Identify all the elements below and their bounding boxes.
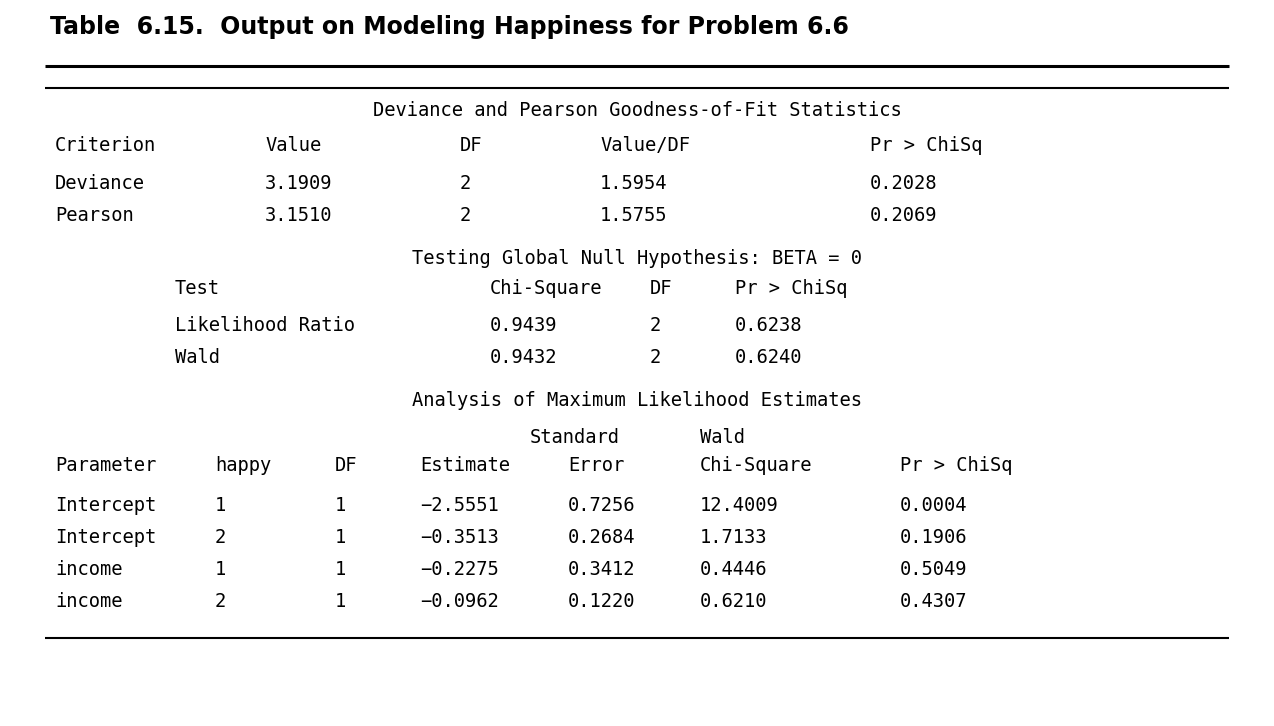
Text: Deviance and Pearson Goodness-of-Fit Statistics: Deviance and Pearson Goodness-of-Fit Sta… bbox=[372, 101, 902, 120]
Text: 2: 2 bbox=[460, 174, 471, 193]
Text: Chi-Square: Chi-Square bbox=[699, 456, 813, 475]
Text: 1: 1 bbox=[215, 496, 227, 515]
Text: 1: 1 bbox=[335, 528, 347, 547]
Text: 2: 2 bbox=[650, 316, 661, 335]
Text: 3.1909: 3.1909 bbox=[265, 174, 333, 193]
Text: Pearson: Pearson bbox=[55, 206, 134, 225]
Text: 1: 1 bbox=[335, 560, 347, 579]
Text: Pr > ChiSq: Pr > ChiSq bbox=[870, 136, 982, 155]
Text: 0.2684: 0.2684 bbox=[568, 528, 636, 547]
Text: Intercept: Intercept bbox=[55, 496, 157, 515]
Text: Chi-Square: Chi-Square bbox=[490, 279, 603, 298]
Text: 0.3412: 0.3412 bbox=[568, 560, 636, 579]
Text: 0.6240: 0.6240 bbox=[735, 348, 803, 367]
Text: 0.1220: 0.1220 bbox=[568, 592, 636, 611]
Text: 1.5954: 1.5954 bbox=[600, 174, 668, 193]
Text: Table  6.15.  Output on Modeling Happiness for Problem 6.6: Table 6.15. Output on Modeling Happiness… bbox=[50, 15, 848, 39]
Text: Wald: Wald bbox=[699, 428, 745, 447]
Text: happy: happy bbox=[215, 456, 271, 475]
Text: DF: DF bbox=[335, 456, 358, 475]
Text: Test: Test bbox=[175, 279, 220, 298]
Text: −2.5551: −2.5551 bbox=[420, 496, 498, 515]
Text: income: income bbox=[55, 560, 122, 579]
Text: −0.0962: −0.0962 bbox=[420, 592, 498, 611]
Text: Pr > ChiSq: Pr > ChiSq bbox=[735, 279, 847, 298]
Text: 0.4307: 0.4307 bbox=[899, 592, 967, 611]
Text: Criterion: Criterion bbox=[55, 136, 157, 155]
Text: 0.2028: 0.2028 bbox=[870, 174, 938, 193]
Text: 3.1510: 3.1510 bbox=[265, 206, 333, 225]
Text: 0.4446: 0.4446 bbox=[699, 560, 767, 579]
Text: Estimate: Estimate bbox=[420, 456, 510, 475]
Text: DF: DF bbox=[460, 136, 483, 155]
Text: income: income bbox=[55, 592, 122, 611]
Text: −0.3513: −0.3513 bbox=[420, 528, 498, 547]
Text: −0.2275: −0.2275 bbox=[420, 560, 498, 579]
Text: 0.9432: 0.9432 bbox=[490, 348, 558, 367]
Text: Standard: Standard bbox=[530, 428, 620, 447]
Text: 2: 2 bbox=[650, 348, 661, 367]
Text: 2: 2 bbox=[460, 206, 471, 225]
Text: 1: 1 bbox=[335, 592, 347, 611]
Text: 1.5755: 1.5755 bbox=[600, 206, 668, 225]
Text: Error: Error bbox=[568, 456, 624, 475]
Text: Value/DF: Value/DF bbox=[600, 136, 691, 155]
Text: DF: DF bbox=[650, 279, 673, 298]
Text: 0.6238: 0.6238 bbox=[735, 316, 803, 335]
Text: Value: Value bbox=[265, 136, 321, 155]
Text: Testing Global Null Hypothesis: BETA = 0: Testing Global Null Hypothesis: BETA = 0 bbox=[412, 249, 862, 268]
Text: 1: 1 bbox=[215, 560, 227, 579]
Text: Parameter: Parameter bbox=[55, 456, 157, 475]
Text: 2: 2 bbox=[215, 592, 227, 611]
Text: 0.7256: 0.7256 bbox=[568, 496, 636, 515]
Text: 0.9439: 0.9439 bbox=[490, 316, 558, 335]
Text: 12.4009: 12.4009 bbox=[699, 496, 778, 515]
Text: 0.0004: 0.0004 bbox=[899, 496, 967, 515]
Text: Pr > ChiSq: Pr > ChiSq bbox=[899, 456, 1013, 475]
Text: 1: 1 bbox=[335, 496, 347, 515]
Text: 1.7133: 1.7133 bbox=[699, 528, 767, 547]
Text: Likelihood Ratio: Likelihood Ratio bbox=[175, 316, 355, 335]
Text: 0.6210: 0.6210 bbox=[699, 592, 767, 611]
Text: Analysis of Maximum Likelihood Estimates: Analysis of Maximum Likelihood Estimates bbox=[412, 391, 862, 410]
Text: Deviance: Deviance bbox=[55, 174, 145, 193]
Text: 2: 2 bbox=[215, 528, 227, 547]
Text: Intercept: Intercept bbox=[55, 528, 157, 547]
Text: 0.2069: 0.2069 bbox=[870, 206, 938, 225]
Text: 0.5049: 0.5049 bbox=[899, 560, 967, 579]
Text: 0.1906: 0.1906 bbox=[899, 528, 967, 547]
Text: Wald: Wald bbox=[175, 348, 220, 367]
